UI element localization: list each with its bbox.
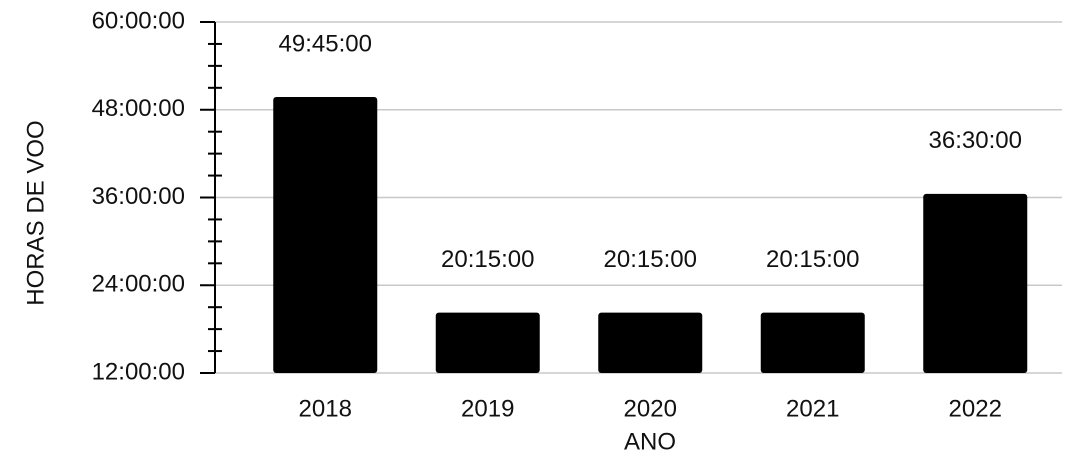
y-axis-title: HORAS DE VOO — [22, 120, 49, 305]
bar — [598, 312, 703, 373]
x-tick-label: 2020 — [624, 395, 677, 422]
data-label: 20:15:00 — [441, 246, 534, 273]
x-tick-label: 2022 — [949, 395, 1002, 422]
bar — [923, 193, 1028, 373]
y-tick-label: 24:00:00 — [92, 271, 185, 298]
y-tick-label: 12:00:00 — [92, 358, 185, 385]
data-label: 20:15:00 — [604, 246, 697, 273]
x-axis-title: ANO — [624, 428, 676, 455]
bar — [760, 312, 865, 373]
y-tick-label: 48:00:00 — [92, 95, 185, 122]
bar — [273, 96, 378, 373]
data-label: 20:15:00 — [766, 246, 859, 273]
y-tick-label: 36:00:00 — [92, 183, 185, 210]
data-label: 49:45:00 — [279, 30, 372, 57]
x-tick-label: 2018 — [299, 395, 352, 422]
x-tick-label: 2019 — [461, 395, 514, 422]
bar — [435, 312, 540, 373]
data-label: 36:30:00 — [929, 127, 1022, 154]
x-tick-label: 2021 — [786, 395, 839, 422]
y-tick-label: 60:00:00 — [92, 7, 185, 34]
